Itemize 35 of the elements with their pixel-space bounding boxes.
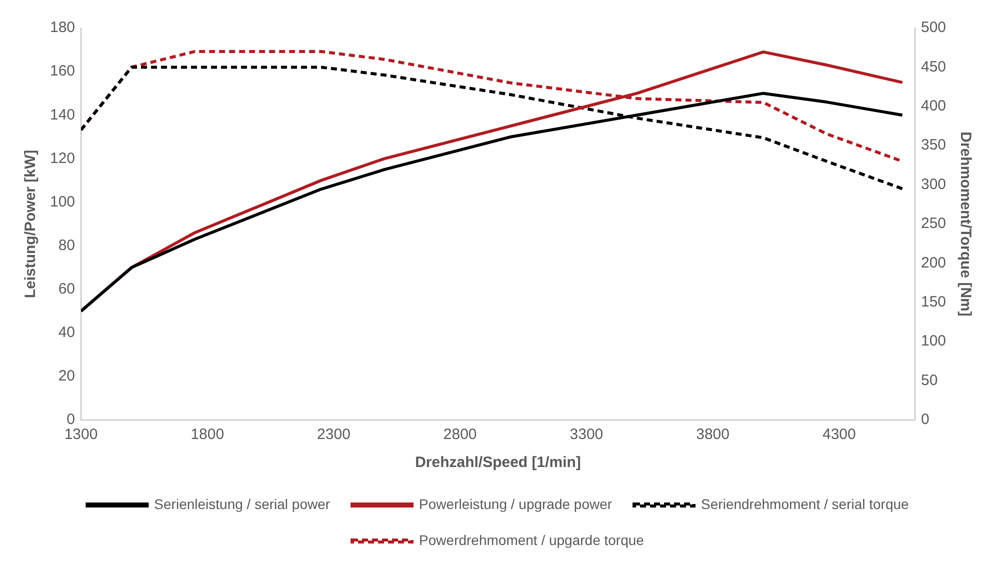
y-tick-label: 140	[50, 106, 76, 124]
y-tick-label: 160	[50, 62, 76, 80]
legend-label: Powerleistung / upgrade power	[419, 496, 612, 512]
x-tick-label: 1300	[64, 426, 98, 444]
legend-label: Serienleistung / serial power	[154, 496, 330, 512]
y2-tick-label: 500	[920, 19, 946, 36]
x-axis-title: Drehzahl/Speed [1/min]	[415, 454, 581, 472]
y2-tick-label: 450	[920, 58, 946, 76]
x-tick-label: 3800	[696, 426, 730, 444]
y2-tick-label: 0	[920, 411, 930, 428]
y2-axis-title: Drehmoment/Torque [Nm]	[956, 132, 974, 316]
x-tick-label: 3300	[570, 426, 604, 444]
legend-label: Powerdrehmoment / upgarde torque	[419, 532, 644, 548]
y-axis-title: Leistung/Power [kW]	[22, 150, 40, 298]
y2-tick-label: 150	[920, 294, 946, 311]
y-tick-label: 20	[58, 368, 76, 385]
y-tick-label: 60	[58, 280, 76, 298]
y-tick-label: 120	[50, 150, 76, 167]
y-tick-label: 100	[50, 193, 76, 210]
y-tick-label: 40	[58, 324, 76, 342]
y2-tick-label: 300	[920, 176, 946, 193]
y2-tick-label: 100	[920, 332, 946, 350]
y2-tick-label: 350	[920, 136, 946, 154]
y2-tick-label: 200	[920, 254, 946, 272]
y2-tick-label: 400	[920, 98, 946, 115]
x-tick-label: 4300	[822, 426, 856, 444]
x-tick-label: 2300	[317, 426, 350, 444]
y-tick-label: 180	[50, 19, 76, 36]
legend-label: Seriendrehmoment / serial torque	[701, 496, 910, 512]
y2-tick-label: 250	[920, 215, 946, 232]
y-tick-label: 0	[66, 411, 76, 428]
y-tick-label: 80	[58, 236, 76, 254]
x-tick-label: 2800	[443, 426, 477, 444]
x-tick-label: 1800	[190, 426, 224, 444]
y2-tick-label: 50	[920, 372, 938, 389]
